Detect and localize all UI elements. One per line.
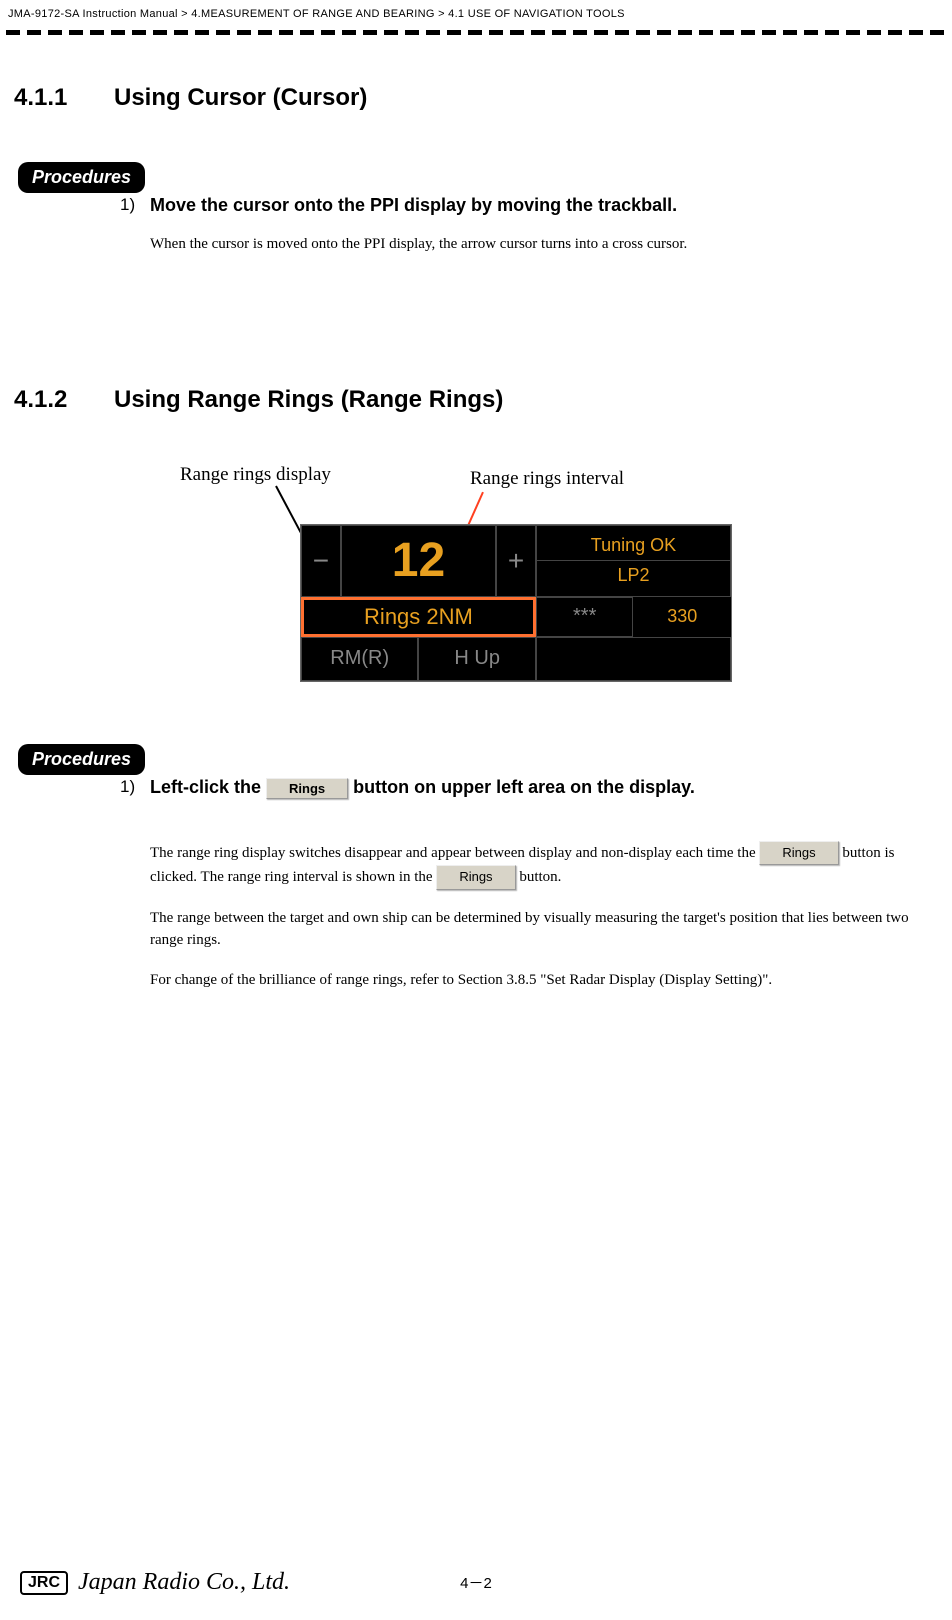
- divider-dashed: [0, 22, 952, 42]
- radar-diagram: Range rings display Range rings interval…: [150, 464, 942, 714]
- jrc-logo: JRC: [20, 1571, 68, 1595]
- section-title: Using Cursor (Cursor): [114, 84, 367, 111]
- procedures-badge: Procedures: [18, 162, 145, 193]
- section-4-1-1-heading: 4.1.1Using Cursor (Cursor): [10, 84, 942, 112]
- stars-cell: ***: [536, 597, 634, 637]
- company-name: Japan Radio Co., Ltd.: [78, 1569, 290, 1596]
- body-paragraph: When the cursor is moved onto the PPI di…: [10, 234, 942, 256]
- page-number: 4－2: [460, 1572, 492, 1593]
- footer: JRC Japan Radio Co., Ltd. 4－2: [0, 1569, 952, 1596]
- step-instruction: Left-click the Rings button on upper lef…: [150, 777, 942, 799]
- plus-button[interactable]: +: [496, 525, 536, 597]
- step-number: 1): [120, 195, 150, 216]
- body-paragraph: The range ring display switches disappea…: [10, 841, 942, 891]
- step-instruction: Move the cursor onto the PPI display by …: [150, 195, 942, 216]
- rings-button[interactable]: Rings: [759, 841, 838, 866]
- minus-button[interactable]: −: [301, 525, 341, 597]
- rings-button-highlighted[interactable]: Rings 2NM: [301, 597, 536, 637]
- section-4-1-2-heading: 4.1.2Using Range Rings (Range Rings): [10, 386, 942, 414]
- callout-range-rings-interval: Range rings interval: [470, 468, 624, 490]
- empty-cell: [536, 637, 731, 681]
- rmr-cell[interactable]: RM(R): [301, 637, 418, 681]
- body-paragraph: For change of the brilliance of range ri…: [10, 970, 942, 992]
- section-number: 4.1.1: [14, 84, 114, 112]
- section-number: 4.1.2: [14, 386, 114, 414]
- body-paragraph: The range between the target and own shi…: [10, 908, 942, 952]
- breadcrumb: JMA-9172-SA Instruction Manual > 4.MEASU…: [0, 0, 952, 22]
- step-number: 1): [120, 777, 150, 799]
- procedures-badge: Procedures: [18, 744, 145, 775]
- rings-button[interactable]: Rings: [436, 865, 515, 890]
- rings-button[interactable]: Rings: [266, 778, 348, 799]
- hup-cell[interactable]: H Up: [418, 637, 535, 681]
- range-value: 12: [341, 525, 496, 597]
- radar-panel: − 12 + Tuning OK LP2 Rings 2NM *** 330 R…: [300, 524, 732, 682]
- tuning-status: Tuning OK LP2: [536, 525, 731, 597]
- section-title: Using Range Rings (Range Rings): [114, 386, 503, 413]
- bearing-330: 330: [633, 597, 731, 637]
- callout-range-rings-display: Range rings display: [180, 464, 331, 486]
